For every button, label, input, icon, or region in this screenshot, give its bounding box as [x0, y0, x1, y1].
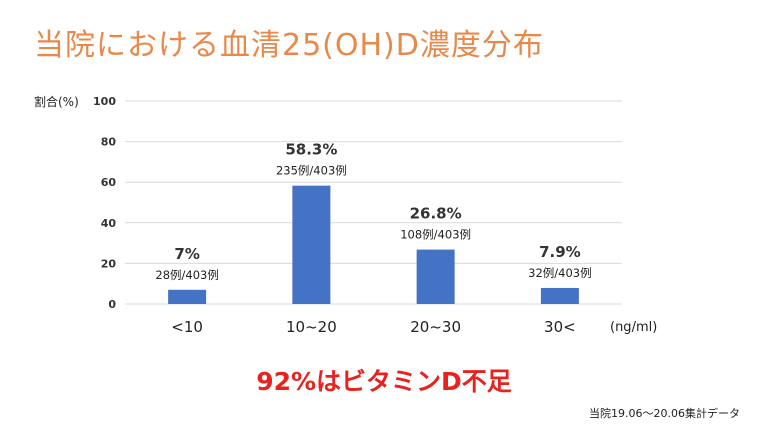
bars: [168, 185, 579, 304]
y-tick-label: 100: [93, 95, 116, 108]
value-label: 58.3%: [285, 141, 337, 159]
x-tick-label: 30<: [544, 318, 576, 336]
y-tick-label: 40: [101, 217, 117, 230]
value-label: 7%: [174, 245, 199, 263]
grid-lines: [125, 100, 622, 305]
y-tick-label: 0: [108, 298, 116, 311]
x-tick-label: 20~30: [410, 318, 461, 336]
bar-chart: 0 20 40 60 80 100 7% 28例/403例 58.3% 235例/403例 26.…: [34, 94, 657, 336]
count-label: 108例/403例: [400, 228, 471, 242]
headline: 92%はビタミンD不足: [256, 367, 512, 396]
x-tick-label: <10: [171, 318, 203, 336]
x-axis-ticks: <10 10~20 20~30 30<: [171, 318, 575, 336]
count-label: 32例/403例: [528, 266, 591, 280]
y-axis-label: 割合(%): [34, 94, 79, 109]
footnote: 当院19.06〜20.06集計データ: [589, 407, 740, 420]
chart-title: 当院における血清25(OH)D濃度分布: [34, 28, 544, 63]
y-axis-ticks: 0 20 40 60 80 100: [93, 95, 116, 311]
x-axis-unit: (ng/ml): [610, 320, 657, 335]
y-tick-label: 80: [101, 136, 117, 149]
x-tick-label: 10~20: [286, 318, 337, 336]
value-label: 7.9%: [539, 243, 581, 261]
count-label: 28例/403例: [155, 268, 218, 282]
count-label: 235例/403例: [276, 164, 347, 178]
y-tick-label: 60: [101, 176, 117, 189]
bar: [416, 249, 455, 304]
bar: [540, 287, 579, 304]
bar: [292, 185, 331, 304]
y-tick-label: 20: [101, 257, 117, 270]
bar: [168, 289, 207, 304]
value-label: 26.8%: [410, 205, 462, 223]
data-labels: 7% 28例/403例 58.3% 235例/403例 26.8% 108例/403例 7.…: [155, 141, 591, 282]
